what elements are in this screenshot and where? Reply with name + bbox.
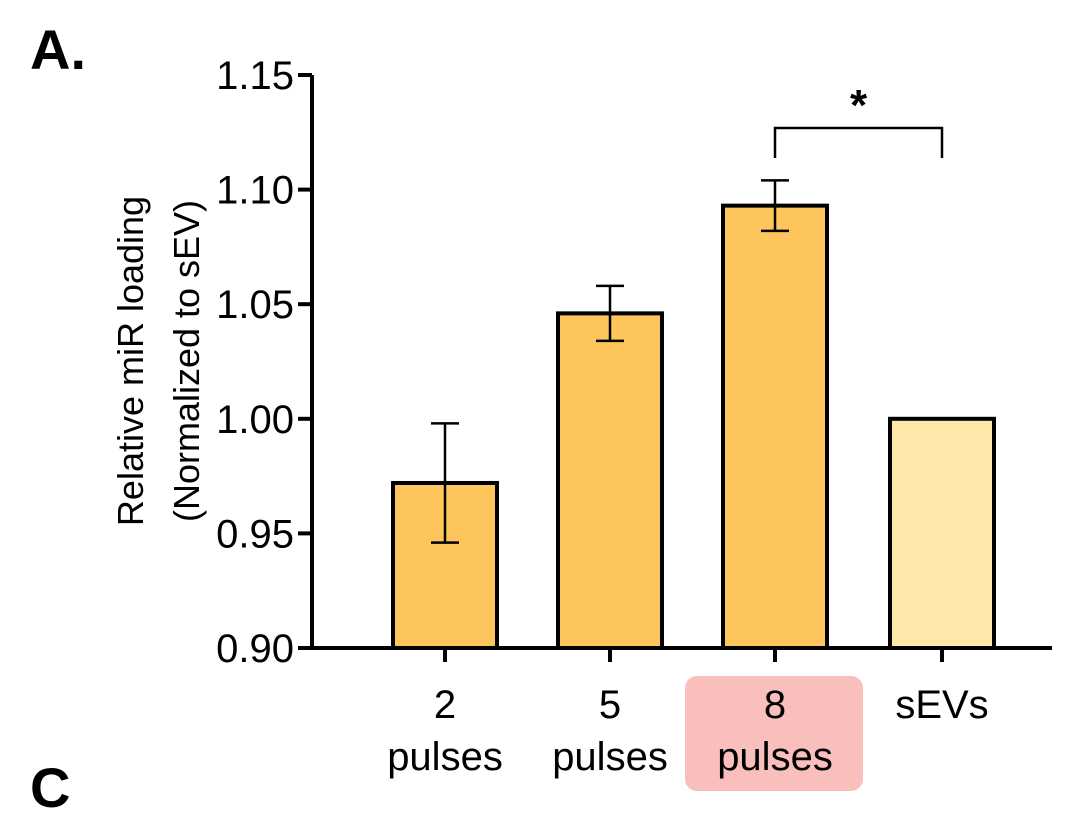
bar-3 xyxy=(721,203,829,650)
y-tick-label: 1.05 xyxy=(216,283,294,327)
category-highlight-box xyxy=(685,676,863,791)
bar-2 xyxy=(556,311,664,650)
x-tick-label: 2 xyxy=(434,683,456,727)
bar-4 xyxy=(888,416,996,650)
x-tick-label: 5 xyxy=(599,683,621,727)
x-tick-label: sEVs xyxy=(895,683,988,727)
y-axis-title-line-2: (Normalized to sEV) xyxy=(166,200,207,522)
y-tick-label: 1.15 xyxy=(216,54,294,98)
x-tick-label: 8 xyxy=(764,683,786,727)
y-axis-title-line-1: Relative miR loading xyxy=(110,196,151,526)
panel-label-a: A. xyxy=(30,18,86,81)
error-bar-3 xyxy=(761,179,789,233)
error-bar-1 xyxy=(431,422,459,544)
x-tick-label-line2: pulses xyxy=(387,735,503,779)
bar-chart: 0.90 0.95 1.00 1.05 1.10 1.15 2 pulses 5 pulses 8 p… xyxy=(110,54,1052,791)
y-tick-label: 1.00 xyxy=(216,398,294,442)
y-tick-label: 1.10 xyxy=(216,169,294,213)
significance-marker: * xyxy=(850,81,868,130)
significance-bracket-line xyxy=(773,126,944,158)
y-tick-label: 0.95 xyxy=(216,512,294,556)
significance-bracket xyxy=(773,126,944,158)
x-tick-label-line2: pulses xyxy=(717,735,833,779)
error-bar-2 xyxy=(596,284,624,343)
x-tick-label-line2: pulses xyxy=(552,735,668,779)
y-tick-label: 0.90 xyxy=(216,627,294,671)
